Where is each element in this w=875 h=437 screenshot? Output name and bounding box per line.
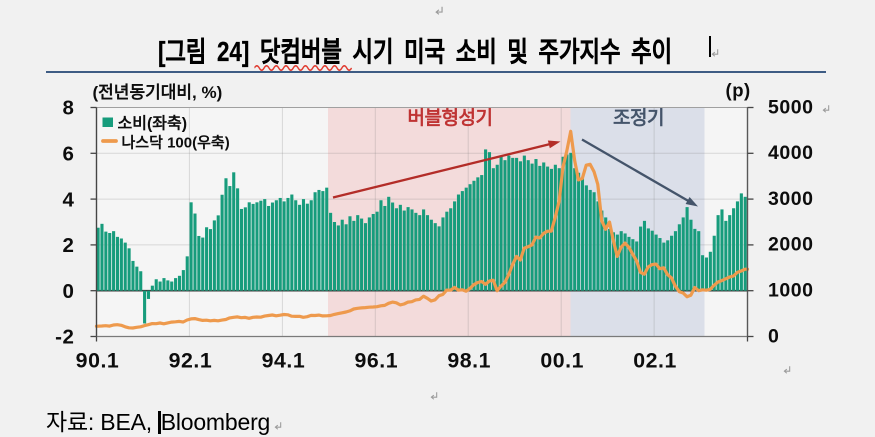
svg-text:0: 0 [63, 280, 75, 303]
svg-text:(전년동기대비, %): (전년동기대비, %) [93, 83, 223, 102]
svg-text:(p): (p) [726, 80, 751, 101]
svg-text:0: 0 [768, 325, 779, 347]
svg-text:94.1: 94.1 [262, 349, 306, 373]
svg-text:02.1: 02.1 [633, 349, 677, 373]
svg-text:98.1: 98.1 [447, 349, 491, 373]
svg-text:1000: 1000 [768, 280, 814, 302]
svg-text:나스닥 100(우축): 나스닥 100(우축) [122, 134, 230, 152]
svg-text:6: 6 [63, 143, 75, 166]
svg-text:5000: 5000 [768, 96, 814, 118]
svg-text:00.1: 00.1 [540, 349, 584, 373]
svg-text:조정기: 조정기 [613, 107, 664, 129]
svg-text:4000: 4000 [768, 142, 814, 164]
svg-text:버블형성기: 버블형성기 [408, 107, 493, 129]
svg-text:2000: 2000 [768, 234, 814, 256]
svg-text:8: 8 [63, 97, 75, 120]
svg-text:90.1: 90.1 [76, 349, 120, 373]
svg-text:4: 4 [63, 188, 75, 211]
svg-text:3000: 3000 [768, 188, 814, 210]
svg-text:2: 2 [63, 234, 75, 257]
svg-text:92.1: 92.1 [169, 349, 213, 373]
svg-text:96.1: 96.1 [354, 349, 398, 373]
svg-text:-2: -2 [55, 326, 74, 349]
svg-text:소비(좌축): 소비(좌축) [118, 115, 188, 133]
